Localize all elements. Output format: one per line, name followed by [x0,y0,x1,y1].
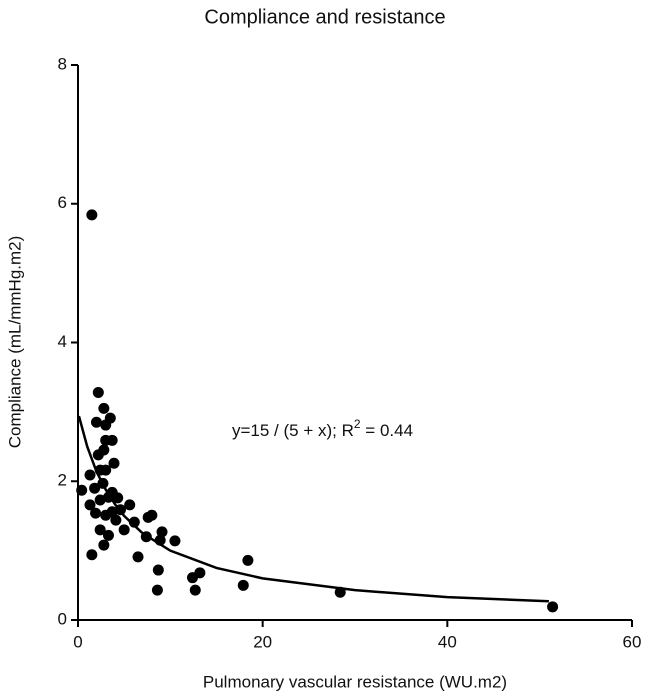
data-point [102,529,114,541]
data-point [194,567,206,579]
data-point [92,449,104,461]
data-point [124,499,136,511]
x-tick-label: 40 [438,632,457,651]
data-point [98,539,110,551]
data-point [151,584,163,596]
data-point [118,524,130,536]
x-tick-label: 0 [73,632,82,651]
y-tick-label: 0 [58,609,67,628]
data-point [189,584,201,596]
x-axis-label: Pulmonary vascular resistance (WU.m2) [203,672,507,691]
data-point [84,469,96,481]
y-tick-label: 4 [58,332,67,351]
y-axis-label: Compliance (mL/mmHg.m2) [5,236,24,449]
fit-curve [77,415,549,603]
data-point [112,492,124,504]
data-point [90,507,102,519]
data-point [89,482,101,494]
data-point [86,209,98,221]
data-point [156,526,168,538]
y-tick-label: 6 [58,193,67,212]
data-point [146,509,158,521]
data-point [100,464,112,476]
y-tick-label: 2 [58,471,67,490]
data-point [84,499,96,511]
data-point [547,601,559,613]
data-point [169,535,181,547]
data-point [152,564,164,576]
x-tick-label: 20 [253,632,272,651]
data-point [110,514,122,526]
annotation-text: y=15 / (5 + x); R [232,421,354,440]
annotation-sup: 2 [354,417,361,431]
data-point [94,494,106,506]
data-point [104,412,116,424]
data-point [76,484,88,496]
data-point [92,386,104,398]
data-point [98,402,110,414]
data-point [132,551,144,563]
annotation-tail: = 0.44 [361,421,413,440]
data-point [242,554,254,566]
y-tick-label: 8 [58,54,67,73]
data-point [94,524,106,536]
data-point [90,416,102,428]
data-point [86,549,98,561]
chart-title: Compliance and resistance [204,6,445,28]
data-point [106,434,118,446]
fit-annotation: y=15 / (5 + x); R2 = 0.44 [232,417,413,440]
x-tick-label: 60 [623,632,642,651]
data-point [237,579,249,591]
data-point [106,506,118,518]
data-point [108,457,120,469]
data-point [128,516,140,528]
